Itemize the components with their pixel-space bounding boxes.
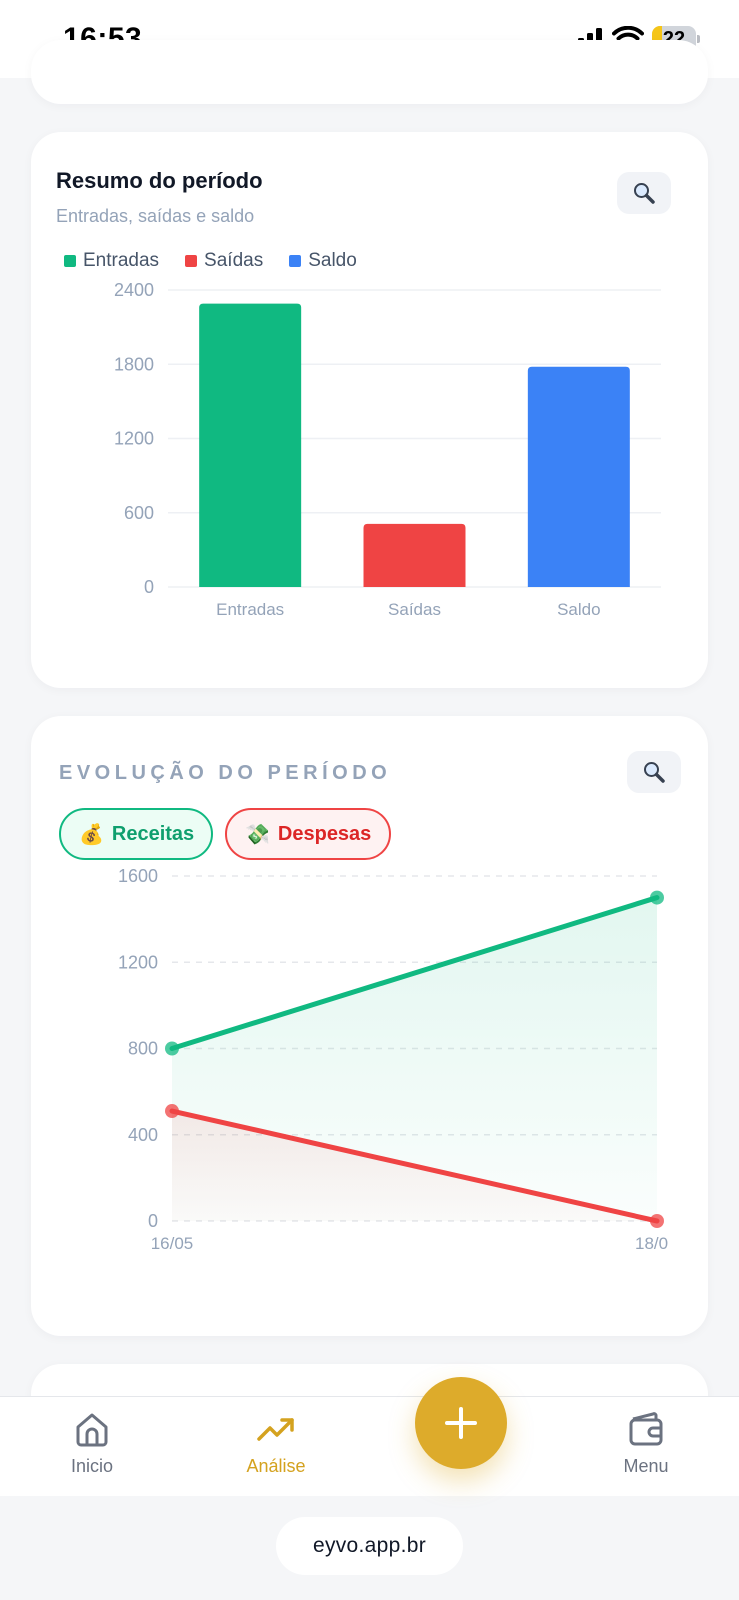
summary-legend: Entradas Saídas Saldo <box>64 250 357 272</box>
tab-menu[interactable]: Menu <box>586 1409 706 1477</box>
legend-swatch <box>289 255 302 267</box>
x-tick-label: Saídas <box>388 600 441 619</box>
evolution-title: EVOLUÇÃO DO PERÍODO <box>59 762 392 784</box>
filter-label: Despesas <box>277 822 372 845</box>
x-tick-label: Saldo <box>557 600 600 619</box>
y-tick-label: 600 <box>124 503 154 523</box>
legend-label: Saldo <box>308 250 357 271</box>
tab-label: Inicio <box>70 1456 114 1476</box>
x-tick-label: Entradas <box>216 600 284 619</box>
home-icon <box>76 1413 108 1447</box>
tab-label: Menu <box>623 1456 669 1476</box>
x-tick-label: 16/05 <box>151 1234 194 1253</box>
line-receitas <box>169 895 660 1051</box>
bar-entradas <box>199 303 302 587</box>
y-tick-label: 800 <box>128 1039 158 1059</box>
evolution-area-chart: 0 400 800 1200 1600 16/05 18/0 <box>118 866 668 1253</box>
money-bag-icon: 💰 <box>79 823 104 846</box>
legend-swatch <box>185 255 198 267</box>
y-tick-label: 0 <box>148 1211 158 1231</box>
tab-label: Análise <box>246 1456 306 1476</box>
money-wings-icon: 💸 <box>245 823 270 846</box>
trend-up-icon <box>257 1418 294 1441</box>
line-despesas <box>169 1108 660 1224</box>
y-tick-label: 1200 <box>114 429 154 449</box>
y-tick-label: 1600 <box>118 866 158 886</box>
point-despesas <box>165 1104 179 1119</box>
plus-icon <box>445 1407 477 1439</box>
y-tick-label: 1200 <box>118 952 158 972</box>
summary-search-button[interactable] <box>617 172 671 214</box>
y-tick-label: 2400 <box>114 282 154 300</box>
previous-card <box>31 40 708 104</box>
point-despesas <box>650 1214 664 1228</box>
magnifier-icon <box>634 183 655 204</box>
legend-label: Saídas <box>204 250 264 271</box>
bottom-tabbar: Inicio Análise Menu <box>0 1396 739 1496</box>
tab-inicio[interactable]: Inicio <box>32 1409 152 1477</box>
battery-fill <box>652 26 662 52</box>
y-tick-label: 0 <box>144 577 154 597</box>
summary-bar-chart: 0 600 1200 1800 2400 Entradas Saídas Saldo <box>114 282 661 619</box>
summary-card: Resumo do período Entradas, saídas e sal… <box>31 132 708 688</box>
point-receitas <box>650 890 664 905</box>
legend-item-saldo[interactable]: Saldo <box>289 250 357 272</box>
bar-saldo <box>527 366 630 587</box>
y-tick-label: 400 <box>128 1125 158 1145</box>
y-tick-label: 1800 <box>114 354 154 374</box>
summary-subtitle: Entradas, saídas e saldo <box>56 206 255 226</box>
tab-analise[interactable]: Análise <box>216 1409 336 1477</box>
magnifier-icon <box>644 762 665 783</box>
legend-swatch <box>64 255 76 267</box>
x-tick-label: 18/0 <box>635 1234 668 1253</box>
browser-url[interactable]: eyvo.app.br <box>276 1517 463 1575</box>
point-receitas <box>165 1041 179 1056</box>
legend-label: Entradas <box>83 250 160 271</box>
filter-despesas-button[interactable]: 💸 Despesas <box>225 808 391 860</box>
legend-item-saidas[interactable]: Saídas <box>185 250 263 272</box>
evolution-search-button[interactable] <box>627 751 681 793</box>
legend-item-entradas[interactable]: Entradas <box>64 250 159 272</box>
bar-saídas <box>363 523 466 587</box>
evolution-card: EVOLUÇÃO DO PERÍODO 💰 Receitas 💸 Despesa… <box>31 716 708 1336</box>
summary-title: Resumo do período <box>56 168 263 193</box>
wallet-icon <box>629 1412 663 1446</box>
filter-label: Receitas <box>111 822 195 845</box>
add-transaction-button[interactable] <box>415 1377 507 1469</box>
filter-receitas-button[interactable]: 💰 Receitas <box>59 808 213 860</box>
